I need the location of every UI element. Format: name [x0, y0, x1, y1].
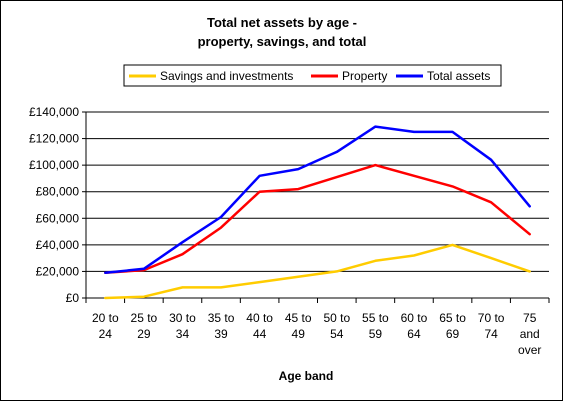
- legend-entry: Savings and investments: [160, 69, 293, 83]
- series-line-total-assets: [104, 125, 531, 275]
- x-tick-label: 75 and over: [518, 311, 541, 357]
- x-tick-label-line: 24: [99, 327, 113, 341]
- x-tick-label-line: 20 to: [92, 311, 119, 325]
- y-tick-label: £40,000: [36, 238, 80, 252]
- series-line-property: [104, 163, 531, 275]
- y-tick-label: £20,000: [36, 264, 80, 278]
- x-tick-label-line: 30 to: [169, 311, 196, 325]
- x-tick-label-line: 45 to: [285, 311, 312, 325]
- x-tick-label: 65 to 69: [439, 311, 466, 341]
- x-tick-label-line: 75: [523, 311, 537, 325]
- x-tick-label-line: over: [518, 343, 541, 357]
- legend: Savings and investments Property Total ass…: [123, 64, 502, 87]
- x-tick-label-line: 25 to: [131, 311, 158, 325]
- x-tick-label: 50 to 54: [323, 311, 350, 341]
- chart-title: Total net assets by age - property, savin…: [198, 15, 367, 49]
- x-tick-label-line: 55 to: [362, 311, 389, 325]
- y-tick-label: £120,000: [29, 132, 79, 146]
- y-tick-label: £80,000: [36, 185, 80, 199]
- x-tick-label-line: 39: [214, 327, 228, 341]
- x-axis-title: Age band: [279, 369, 334, 383]
- chart-title-line: property, savings, and total: [198, 34, 367, 49]
- x-tick-label: 60 to 64: [401, 311, 428, 341]
- x-tick-label: 70 to 74: [478, 311, 505, 341]
- x-tick-label-line: 65 to: [439, 311, 466, 325]
- legend-entry: Property: [342, 69, 387, 83]
- x-tick-label-line: 74: [484, 327, 498, 341]
- x-tick-label-line: 40 to: [246, 311, 273, 325]
- x-tick-label: 20 to 24: [92, 311, 119, 341]
- x-tick-label-line: 64: [407, 327, 421, 341]
- x-tick-label-line: 59: [369, 327, 383, 341]
- x-tick-label-line: 44: [253, 327, 267, 341]
- y-tick-label: £100,000: [29, 158, 79, 172]
- x-tick-label-line: 70 to: [478, 311, 505, 325]
- x-tick-label-line: 29: [137, 327, 151, 341]
- x-tick-label: 55 to 59: [362, 311, 389, 341]
- series-line-savings: [104, 243, 531, 300]
- y-tick-label: £60,000: [36, 211, 80, 225]
- x-tick-label-line: 49: [292, 327, 306, 341]
- chart-title-line: Total net assets by age -: [207, 15, 357, 30]
- x-tick-label-line: 34: [176, 327, 190, 341]
- y-tick-label: £0: [66, 291, 80, 305]
- x-tick-label: 35 to 39: [208, 311, 235, 341]
- x-tick-label-line: 60 to: [401, 311, 428, 325]
- x-tick-label-line: and: [520, 327, 540, 341]
- x-tick-label-line: 35 to: [208, 311, 235, 325]
- x-tick-label: 30 to 34: [169, 311, 196, 341]
- x-tick-label: 45 to 49: [285, 311, 312, 341]
- gridlines: [86, 111, 549, 272]
- axes: [82, 111, 550, 303]
- x-tick-label: 40 to 44: [246, 311, 273, 341]
- series-lines: [104, 125, 531, 300]
- y-tick-label: £140,000: [29, 105, 79, 119]
- x-tick-labels: 20 to 24 25 to 29 30 to 34 35 to 39 40 to 44 45 to…: [92, 311, 541, 357]
- x-tick-label-line: 50 to: [323, 311, 350, 325]
- x-tick-label: 25 to 29: [131, 311, 158, 341]
- x-tick-label-line: 69: [446, 327, 460, 341]
- y-tick-labels: £0 £20,000 £40,000 £60,000 £80,000 £100,000 £1…: [29, 105, 79, 305]
- legend-entry: Total assets: [427, 69, 490, 83]
- x-tick-label-line: 54: [330, 327, 344, 341]
